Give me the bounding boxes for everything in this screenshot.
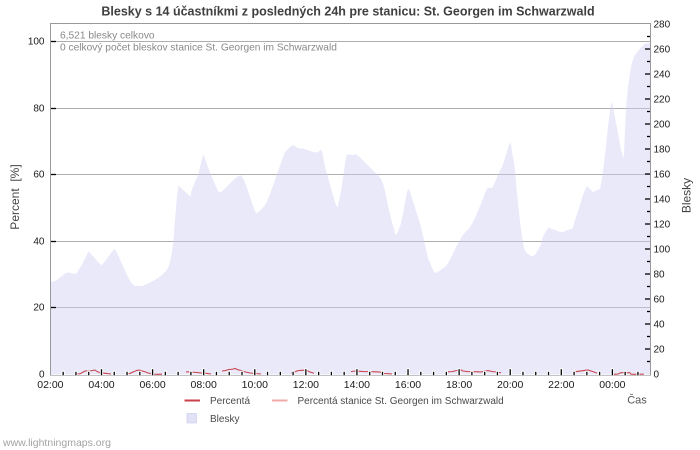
svg-text:04:00: 04:00 [88, 379, 114, 391]
svg-text:100: 100 [654, 245, 671, 256]
svg-text:280: 280 [654, 20, 671, 31]
svg-text:260: 260 [654, 45, 671, 56]
svg-text:0: 0 [39, 370, 45, 381]
svg-text:16:00: 16:00 [395, 379, 421, 391]
svg-text:180: 180 [654, 145, 671, 156]
svg-text:12:00: 12:00 [293, 379, 319, 391]
svg-text:0 celkový počet bleskov stanic: 0 celkový počet bleskov stanice St. Geor… [60, 43, 337, 54]
svg-text:02:00: 02:00 [37, 379, 63, 391]
svg-text:80: 80 [33, 104, 45, 115]
svg-text:200: 200 [654, 120, 671, 131]
svg-text:20: 20 [654, 345, 666, 356]
svg-text:240: 240 [654, 70, 671, 81]
svg-text:Blesky: Blesky [210, 414, 239, 425]
svg-text:0: 0 [654, 370, 660, 381]
svg-text:6,521 blesky celkovo: 6,521 blesky celkovo [60, 31, 155, 42]
svg-text:20: 20 [33, 303, 45, 314]
svg-text:www.lightningmaps.org: www.lightningmaps.org [2, 437, 111, 449]
svg-text:06:00: 06:00 [139, 379, 165, 391]
svg-text:Percentá: Percentá [210, 396, 250, 407]
svg-text:Blesky: Blesky [680, 178, 694, 213]
svg-text:40: 40 [654, 320, 666, 331]
svg-text:Percent [%]: Percent [%] [8, 164, 22, 229]
svg-text:22:00: 22:00 [548, 379, 574, 391]
svg-text:08:00: 08:00 [191, 379, 217, 391]
svg-text:18:00: 18:00 [446, 379, 472, 391]
svg-text:14:00: 14:00 [344, 379, 370, 391]
svg-text:Blesky s 14 účastníkmi z posle: Blesky s 14 účastníkmi z posledných 24h … [101, 5, 594, 19]
svg-text:20:00: 20:00 [497, 379, 523, 391]
svg-text:60: 60 [33, 170, 45, 181]
svg-text:120: 120 [654, 220, 671, 231]
svg-text:220: 220 [654, 95, 671, 106]
svg-text:Čas: Čas [627, 394, 647, 407]
svg-text:100: 100 [28, 37, 45, 48]
svg-text:60: 60 [654, 295, 666, 306]
svg-text:80: 80 [654, 270, 666, 281]
svg-text:160: 160 [654, 170, 671, 181]
svg-text:Percentá stanice St. Georgen i: Percentá stanice St. Georgen im Schwarzw… [298, 396, 504, 407]
svg-text:140: 140 [654, 195, 671, 206]
svg-text:40: 40 [33, 237, 45, 248]
svg-text:10:00: 10:00 [242, 379, 268, 391]
svg-text:00:00: 00:00 [599, 379, 625, 391]
